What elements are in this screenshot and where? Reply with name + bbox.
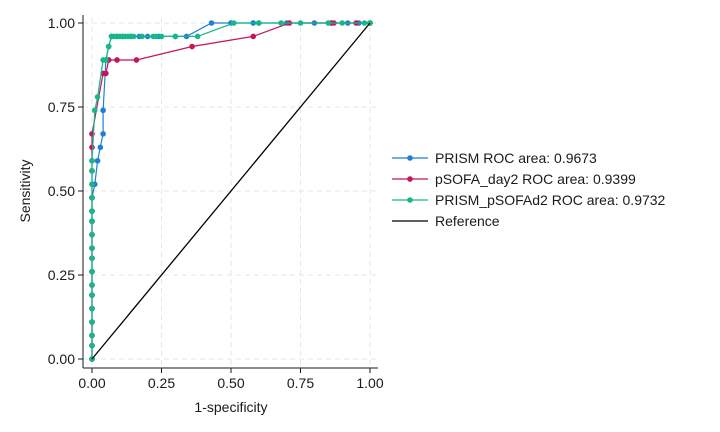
data-point bbox=[325, 20, 332, 26]
x-tick-label: 1.00 bbox=[356, 375, 383, 391]
data-point bbox=[103, 57, 109, 63]
x-tick-label: 0.50 bbox=[217, 375, 244, 391]
data-point bbox=[230, 20, 237, 26]
y-tick-label: 0.75 bbox=[48, 99, 75, 115]
legend-swatch-marker bbox=[407, 155, 413, 161]
legend-item: Reference bbox=[392, 213, 500, 229]
x-tick-label: 0.00 bbox=[78, 375, 105, 391]
data-point bbox=[89, 332, 95, 339]
data-point bbox=[89, 268, 95, 275]
y-axis-title: Sensitivity bbox=[17, 159, 33, 222]
x-tick-label: 0.25 bbox=[148, 375, 175, 391]
data-point bbox=[89, 292, 95, 298]
data-point bbox=[189, 43, 195, 50]
data-point bbox=[133, 57, 140, 63]
data-point bbox=[94, 157, 101, 164]
data-point bbox=[297, 20, 304, 26]
data-point bbox=[89, 342, 95, 349]
legend-label: Reference bbox=[435, 213, 500, 229]
legend-swatch-marker bbox=[407, 197, 413, 203]
data-point bbox=[172, 33, 179, 40]
y-tick-label: 1.00 bbox=[48, 15, 75, 31]
data-point bbox=[194, 33, 201, 40]
data-point bbox=[250, 33, 257, 40]
data-point bbox=[89, 245, 95, 251]
data-point bbox=[208, 20, 215, 26]
legend-swatch-marker bbox=[407, 176, 413, 182]
data-point bbox=[114, 57, 120, 63]
data-point bbox=[89, 305, 95, 312]
data-point bbox=[158, 33, 165, 40]
series-line bbox=[91, 22, 371, 360]
data-point bbox=[130, 33, 137, 40]
data-point bbox=[100, 107, 106, 114]
data-point bbox=[89, 208, 95, 214]
series-3 bbox=[91, 22, 371, 360]
data-point bbox=[89, 231, 95, 238]
data-point bbox=[89, 144, 95, 151]
legend-label: PRISM_pSOFAd2 ROC area: 0.9732 bbox=[435, 192, 666, 208]
data-point bbox=[278, 20, 284, 26]
x-axis-title: 1-specificity bbox=[194, 399, 267, 415]
data-point bbox=[89, 181, 95, 188]
legend: PRISM ROC area: 0.9673 pSOFA_day2 ROC are… bbox=[392, 150, 666, 229]
y-tick-label: 0.50 bbox=[48, 183, 75, 199]
data-point bbox=[89, 194, 95, 201]
data-point bbox=[339, 20, 346, 26]
y-tick-label: 0.00 bbox=[48, 351, 75, 367]
axes-layer: 0.00 0.25 0.50 0.75 1.00 0.00 0.25 0.50 0.75 1.00 bbox=[48, 15, 384, 391]
data-point bbox=[89, 168, 95, 174]
data-point bbox=[89, 319, 95, 325]
legend-item: PRISM_pSOFAd2 ROC area: 0.9732 bbox=[392, 192, 666, 208]
data-point bbox=[89, 218, 95, 225]
data-point bbox=[89, 255, 95, 261]
data-point bbox=[153, 33, 159, 40]
data-point bbox=[97, 144, 104, 151]
series-layer bbox=[89, 20, 373, 362]
data-point bbox=[361, 20, 368, 26]
data-point bbox=[94, 94, 101, 100]
x-tick-label: 0.75 bbox=[287, 375, 314, 391]
legend-item: PRISM ROC area: 0.9673 bbox=[392, 150, 597, 166]
data-point bbox=[89, 282, 95, 288]
y-tick-label: 0.25 bbox=[48, 267, 75, 283]
legend-label: pSOFA_day2 ROC area: 0.9399 bbox=[435, 171, 636, 187]
legend-label: PRISM ROC area: 0.9673 bbox=[435, 150, 597, 166]
data-point bbox=[105, 43, 112, 50]
data-point bbox=[255, 20, 262, 26]
data-point bbox=[89, 157, 95, 164]
data-point bbox=[100, 131, 106, 137]
data-point bbox=[139, 33, 145, 40]
legend-item: pSOFA_day2 ROC area: 0.9399 bbox=[392, 171, 636, 187]
data-point bbox=[103, 70, 109, 77]
data-point bbox=[91, 107, 98, 114]
